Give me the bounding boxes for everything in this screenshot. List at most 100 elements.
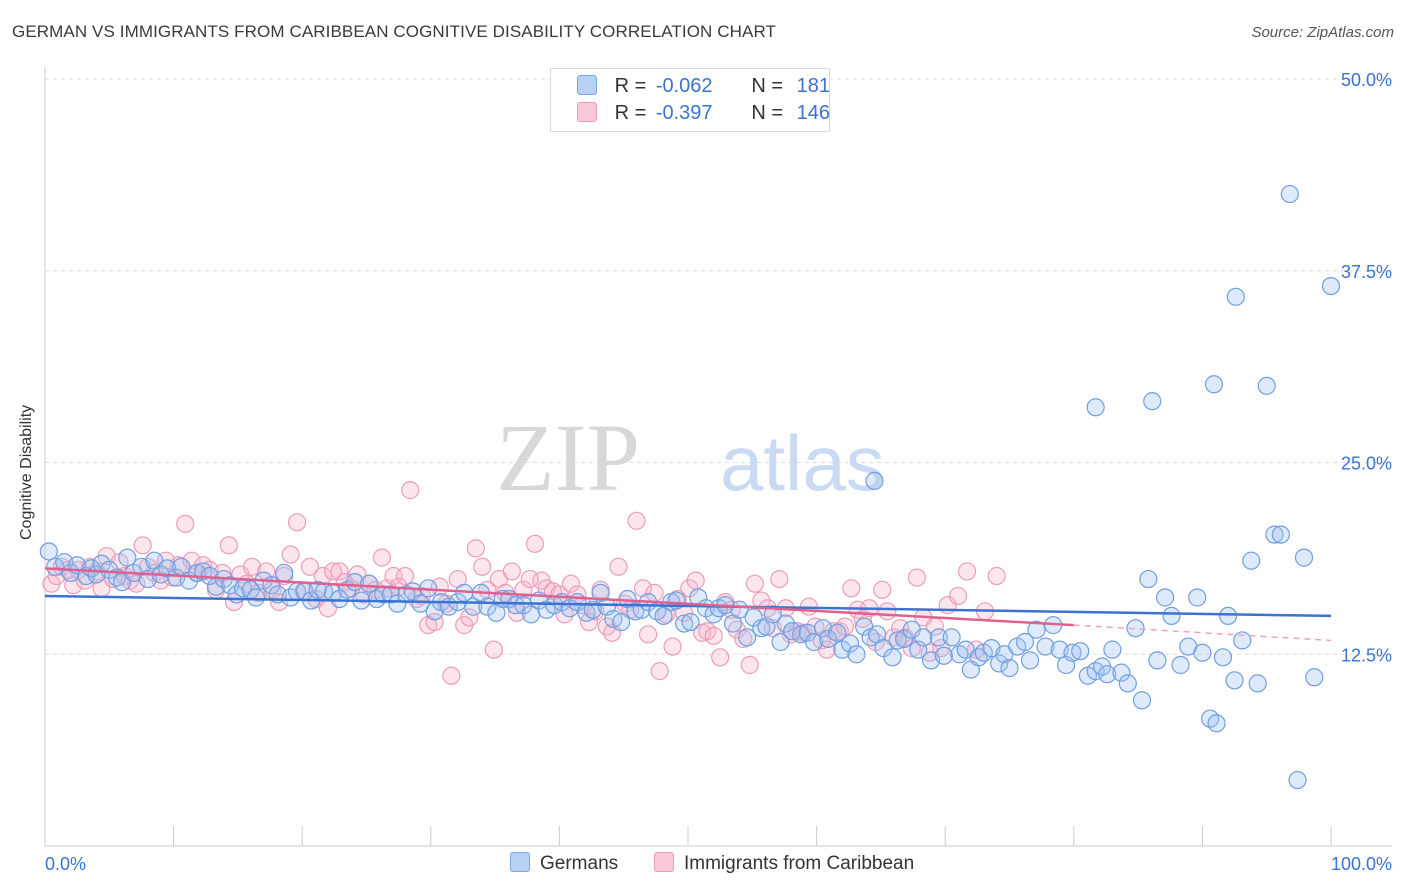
trend-lines (44, 567, 1332, 642)
germans-point (1280, 184, 1299, 204)
chart-title: GERMAN VS IMMIGRANTS FROM CARIBBEAN COGN… (12, 22, 776, 41)
germans-point (1219, 606, 1238, 626)
germans-point (381, 585, 401, 604)
germans-point (840, 634, 860, 653)
caribbean-point (287, 513, 307, 532)
caribbean-point (907, 568, 927, 587)
legend-swatch-germans (577, 75, 597, 95)
germans-point (1132, 691, 1152, 710)
caribbean-point (663, 637, 682, 656)
caribbean-point (442, 666, 461, 685)
watermark: ZIP atlas (496, 404, 885, 511)
label-caribbean: Immigrants from Caribbean (684, 853, 915, 874)
caribbean-point (902, 639, 921, 658)
legend-n-label: N = (751, 102, 784, 124)
germans-point (675, 614, 694, 633)
germans-point (738, 628, 757, 647)
germans-point (819, 629, 838, 649)
swatch-caribbean (654, 852, 674, 872)
caribbean-point (525, 534, 545, 553)
caribbean-point (300, 557, 320, 576)
germans-point (1171, 655, 1190, 675)
germans-point (763, 605, 782, 624)
germans-point (1112, 663, 1131, 682)
germans-point (330, 589, 349, 609)
germans-point (1193, 643, 1212, 662)
germans-point (883, 648, 902, 667)
caribbean-point (484, 640, 503, 659)
germans-point (1294, 548, 1314, 567)
label-germans: Germans (540, 853, 619, 874)
germans-point (1207, 714, 1226, 733)
germans-point (654, 606, 673, 626)
legend-n-value: 181 (796, 75, 830, 97)
germans-point (929, 628, 948, 647)
caribbean-point (466, 539, 485, 558)
watermark-zip: ZIP (496, 404, 640, 511)
germans-point (888, 631, 907, 650)
y-tick-label: 12.5% (1341, 645, 1392, 665)
germans-point (813, 619, 833, 638)
germans-point (118, 548, 137, 567)
germans-point (1126, 619, 1145, 638)
germans-point (1036, 637, 1055, 656)
germans-point (1271, 525, 1290, 544)
germans-point (914, 628, 933, 647)
caribbean-point (395, 566, 415, 586)
caribbean-point (520, 569, 539, 589)
germans-point (1118, 674, 1137, 693)
caribbean-point (561, 574, 581, 593)
caribbean-point (842, 579, 861, 598)
germans-points (39, 184, 1341, 790)
legend-swatch-caribbean (577, 102, 597, 122)
source-credit: Source: ZipAtlas.com (1251, 24, 1394, 41)
germans-point (1103, 640, 1122, 659)
caribbean-point (502, 562, 521, 581)
germans-point (1288, 770, 1307, 790)
germans-point (1265, 525, 1284, 544)
legend-n-label: N = (751, 75, 784, 97)
legend-r-value: -0.397 (655, 102, 713, 124)
germans-point (1225, 671, 1244, 690)
caribbean-point (330, 562, 349, 581)
germans-point (1321, 276, 1341, 296)
caribbean-point (473, 557, 492, 576)
caribbean-point (242, 557, 262, 576)
germans-point (934, 646, 954, 665)
caribbean-point (704, 626, 723, 645)
germans-point (950, 645, 969, 664)
bottom-legend-germans: Germans (510, 852, 618, 875)
germans-point (1204, 375, 1224, 394)
y-tick-label: 50.0% (1341, 70, 1392, 90)
germans-point (1156, 588, 1175, 607)
caribbean-point (878, 602, 897, 621)
caribbean-point (627, 511, 646, 530)
germans-point (942, 628, 961, 647)
germans-point (771, 632, 790, 652)
caribbean-point (650, 662, 669, 681)
x-tick-label: 100.0% (1331, 854, 1392, 874)
caribbean-point (323, 562, 343, 581)
caribbean-point (609, 557, 628, 576)
caribbean-point (219, 536, 238, 555)
germans-point (1143, 392, 1162, 411)
germans-point (411, 594, 430, 613)
germans-point (894, 629, 914, 649)
y-tick-label: 37.5% (1341, 262, 1392, 282)
germans-point (39, 542, 58, 561)
legend-row-germans: R = -0.062 N = 181 (577, 75, 830, 99)
germans-point (1015, 632, 1035, 652)
germans-point (1242, 551, 1261, 570)
germans-point (1257, 376, 1276, 395)
germans-point (1071, 642, 1090, 661)
germans-point (1226, 287, 1245, 306)
caribbean-point (401, 481, 420, 500)
germans-point (1188, 588, 1207, 607)
germans-point (275, 563, 294, 583)
caribbean-point (281, 545, 300, 564)
caribbean-point (987, 566, 1006, 586)
caribbean-point (711, 648, 730, 667)
germans-point (612, 612, 631, 632)
germans-point (1248, 674, 1267, 693)
